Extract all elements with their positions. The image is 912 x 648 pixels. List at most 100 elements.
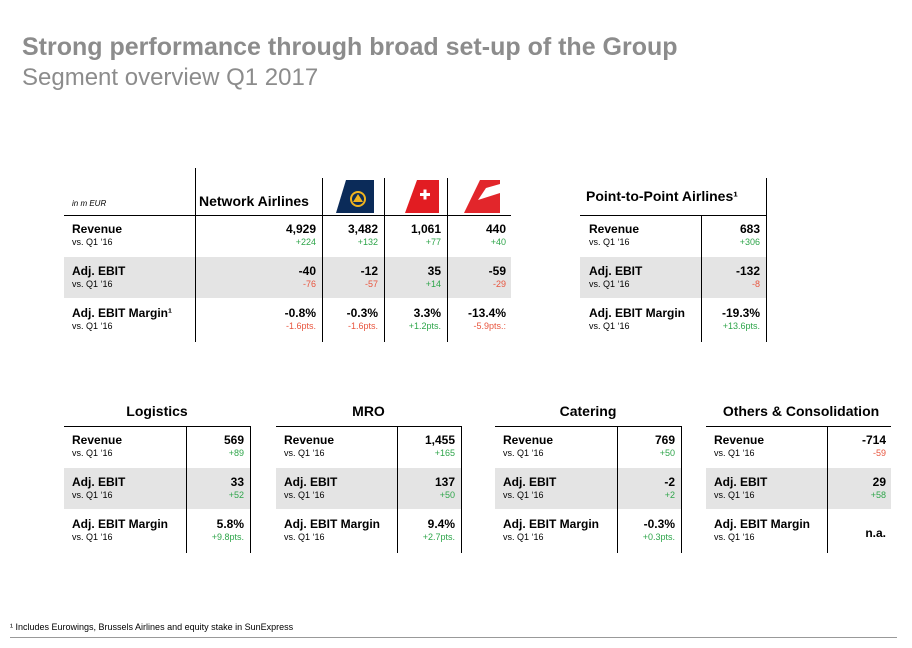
column-divider [617, 426, 618, 553]
ebit-label: Adj. EBIT [714, 475, 768, 489]
logistics-header: Logistics [126, 403, 188, 419]
header-rule [495, 426, 681, 427]
header-rule [64, 215, 511, 216]
margin-label: Adj. EBIT Margin¹ [72, 306, 172, 320]
swiss-revenue-value: 1,061 [410, 222, 441, 236]
others-ebit-delta: +58 [870, 490, 886, 500]
vs-label: vs. Q1 ‘16 [284, 532, 325, 542]
mro-margin-value: 9.4% [427, 517, 455, 531]
ebit-row-shade [64, 468, 250, 509]
revenue-label: Revenue [589, 222, 640, 236]
ebit-row-shade [64, 257, 511, 298]
revenue-label: Revenue [72, 433, 123, 447]
austrian-revenue-value: 440 [485, 222, 506, 236]
austrian-margin-value: -13.4% [467, 306, 506, 320]
swiss-margin-delta: +1.2pts. [408, 321, 441, 331]
ebit-label: Adj. EBIT [589, 264, 643, 278]
catering-revenue-delta: +50 [659, 448, 675, 458]
vs-label: vs. Q1 ‘16 [714, 490, 755, 500]
ebit-label: Adj. EBIT [284, 475, 338, 489]
mro-ebit-value: 137 [434, 475, 455, 489]
column-divider [195, 168, 196, 342]
column-divider [766, 178, 767, 342]
margin-label: Adj. EBIT Margin [714, 517, 810, 531]
vs-label: vs. Q1 ‘16 [589, 279, 630, 289]
catering-margin-delta: +0.3pts. [642, 532, 675, 542]
ebit-label: Adj. EBIT [503, 475, 557, 489]
swiss-logo [405, 180, 439, 218]
mro-revenue-delta: +165 [434, 448, 455, 458]
p2p-margin-value: -19.3% [721, 306, 760, 320]
column-divider [186, 426, 187, 553]
vs-label: vs. Q1 ‘16 [72, 279, 113, 289]
others-revenue-value: -714 [861, 433, 886, 447]
ebit-label: Adj. EBIT [72, 475, 126, 489]
catering-revenue-value: 769 [654, 433, 675, 447]
catering-ebit-value: -2 [664, 475, 675, 489]
vs-label: vs. Q1 ‘16 [72, 490, 113, 500]
lufthansa-margin-value: -0.3% [346, 306, 378, 320]
header-rule [706, 426, 891, 427]
revenue-label: Revenue [503, 433, 554, 447]
network-airlines-header: Network Airlines [199, 193, 309, 209]
others-margin-value: n.a. [865, 526, 886, 540]
revenue-label: Revenue [714, 433, 765, 447]
logistics-ebit-value: 33 [230, 475, 244, 489]
network-margin-delta: -1.6pts. [285, 321, 316, 331]
austrian-revenue-delta: +40 [490, 237, 506, 247]
swiss-revenue-delta: +77 [425, 237, 441, 247]
margin-label: Adj. EBIT Margin [284, 517, 380, 531]
margin-label: Adj. EBIT Margin [503, 517, 599, 531]
lufthansa-logo [336, 180, 374, 218]
ebit-row-shade [276, 468, 461, 509]
column-divider [322, 178, 323, 342]
point-to-point-header: Point-to-Point Airlines¹ [586, 188, 738, 204]
network-revenue-value: 4,929 [285, 222, 316, 236]
others-ebit-value: 29 [872, 475, 886, 489]
mro-revenue-value: 1,455 [424, 433, 455, 447]
lufthansa-ebit-value: -12 [360, 264, 378, 278]
network-margin-value: -0.8% [284, 306, 316, 320]
ebit-row-shade [495, 468, 681, 509]
p2p-ebit-value: -132 [735, 264, 760, 278]
footnote: ¹ Includes Eurowings, Brussels Airlines … [10, 622, 294, 632]
network-revenue-delta: +224 [295, 237, 316, 247]
logistics-margin-delta: +9.8pts. [211, 532, 244, 542]
p2p-revenue-delta: +306 [739, 237, 760, 247]
logistics-ebit-delta: +52 [228, 490, 244, 500]
mro-margin-delta: +2.7pts. [422, 532, 455, 542]
page-title: Strong performance through broad set-up … [22, 33, 678, 61]
lufthansa-revenue-value: 3,482 [347, 222, 378, 236]
catering-margin-value: -0.3% [643, 517, 675, 531]
mro-header: MRO [352, 403, 385, 419]
column-divider [384, 178, 385, 342]
others-revenue-delta: -59 [872, 448, 886, 458]
network-ebit-value: -40 [298, 264, 316, 278]
vs-label: vs. Q1 ‘16 [72, 237, 113, 247]
revenue-label: Revenue [284, 433, 335, 447]
lufthansa-ebit-delta: -57 [364, 279, 378, 289]
unit-label: in m EUR [72, 199, 107, 208]
column-divider [397, 426, 398, 553]
p2p-revenue-value: 683 [739, 222, 760, 236]
column-divider [447, 178, 448, 342]
margin-label: Adj. EBIT Margin [72, 517, 168, 531]
header-rule [276, 426, 461, 427]
column-divider [681, 426, 682, 553]
page-subtitle: Segment overview Q1 2017 [22, 64, 319, 91]
vs-label: vs. Q1 ‘16 [284, 490, 325, 500]
austrian-ebit-value: -59 [488, 264, 506, 278]
austrian-ebit-delta: -29 [492, 279, 506, 289]
swiss-ebit-value: 35 [427, 264, 441, 278]
others-consolidation-header: Others & Consolidation [722, 403, 880, 419]
vs-label: vs. Q1 ‘16 [72, 532, 113, 542]
vs-label: vs. Q1 ‘16 [72, 321, 113, 331]
lufthansa-margin-delta: -1.6pts. [347, 321, 378, 331]
ebit-row-shade [580, 257, 766, 298]
revenue-label: Revenue [72, 222, 123, 236]
p2p-ebit-delta: -8 [751, 279, 760, 289]
vs-label: vs. Q1 ‘16 [72, 448, 113, 458]
network-ebit-delta: -76 [302, 279, 316, 289]
ebit-label: Adj. EBIT [72, 264, 126, 278]
footer-divider [10, 637, 897, 638]
